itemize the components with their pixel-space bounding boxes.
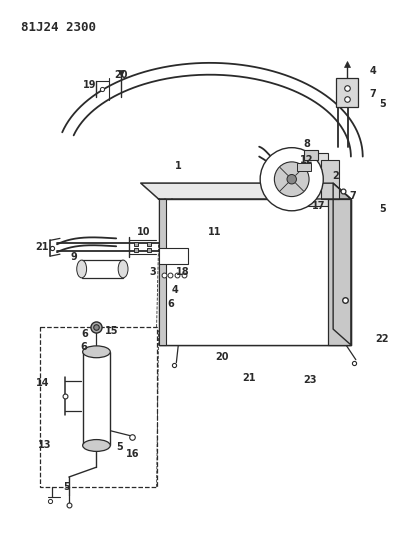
- Bar: [304, 150, 318, 159]
- Text: 5: 5: [63, 482, 70, 492]
- Bar: [297, 164, 312, 171]
- Text: 81J24 2300: 81J24 2300: [20, 21, 95, 35]
- Bar: [158, 248, 188, 264]
- Text: 6: 6: [167, 300, 174, 310]
- Text: 18: 18: [176, 267, 189, 277]
- Text: 5: 5: [116, 442, 123, 453]
- Text: 21: 21: [243, 374, 256, 383]
- Text: 8: 8: [303, 139, 310, 149]
- Text: 10: 10: [137, 228, 150, 238]
- Bar: [336, 78, 358, 107]
- Text: 5: 5: [379, 99, 386, 109]
- Text: 15: 15: [105, 326, 118, 336]
- Text: 11: 11: [208, 228, 221, 238]
- Text: 6: 6: [80, 342, 87, 352]
- Bar: [321, 159, 339, 199]
- Ellipse shape: [118, 260, 128, 278]
- Bar: [158, 199, 166, 345]
- Text: 9: 9: [71, 252, 77, 262]
- Text: 3: 3: [149, 267, 156, 277]
- Text: 20: 20: [114, 70, 128, 80]
- Text: 19: 19: [83, 79, 96, 90]
- Bar: [284, 152, 328, 206]
- Text: 1: 1: [175, 161, 182, 172]
- Ellipse shape: [77, 260, 87, 278]
- Text: 12: 12: [300, 155, 313, 165]
- Polygon shape: [141, 183, 351, 199]
- Text: 4: 4: [172, 285, 179, 295]
- Circle shape: [274, 162, 309, 197]
- Text: 20: 20: [215, 352, 229, 362]
- Text: 4: 4: [369, 66, 376, 76]
- Text: 21: 21: [35, 243, 49, 252]
- Text: 7: 7: [350, 191, 356, 201]
- Circle shape: [287, 174, 296, 184]
- Bar: [82, 260, 123, 278]
- Text: 5: 5: [379, 204, 386, 214]
- Bar: [158, 199, 351, 345]
- Text: 6: 6: [81, 329, 88, 339]
- Text: 13: 13: [37, 440, 51, 450]
- Bar: [328, 199, 351, 345]
- Bar: [83, 352, 110, 446]
- Bar: [40, 327, 157, 487]
- Ellipse shape: [83, 440, 110, 451]
- Text: 22: 22: [376, 334, 389, 344]
- Circle shape: [260, 148, 323, 211]
- Ellipse shape: [83, 346, 110, 358]
- Text: 23: 23: [304, 375, 317, 385]
- Text: 7: 7: [369, 90, 376, 100]
- Text: 2: 2: [333, 171, 340, 181]
- Text: 14: 14: [35, 378, 49, 389]
- Text: 17: 17: [312, 201, 325, 211]
- Polygon shape: [333, 183, 351, 345]
- Text: 16: 16: [126, 449, 140, 459]
